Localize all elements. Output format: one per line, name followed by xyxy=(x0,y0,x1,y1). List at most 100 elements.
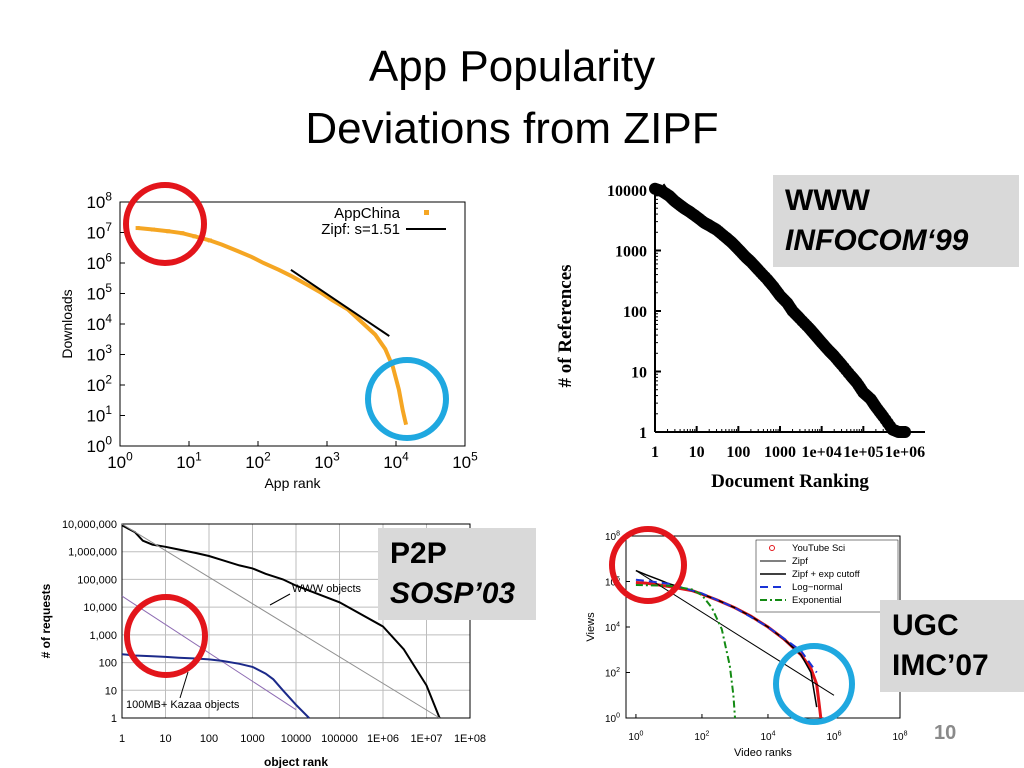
p2p-kazaa-series xyxy=(121,653,310,719)
ugc-y-axis-label: Views xyxy=(585,612,597,642)
p2p-y-tick-label: 100,000 xyxy=(77,574,117,586)
appchina-x-tick-label: 104 xyxy=(383,449,409,472)
p2p-label-line2: SOSP’03 xyxy=(390,577,516,610)
slide-title: App Popularity Deviations from ZIPF xyxy=(0,36,1024,160)
appchina-y-tick-label: 101 xyxy=(86,403,112,426)
ugc-legend-box xyxy=(755,539,899,613)
p2p-kazaa-zipf-line xyxy=(121,595,297,711)
www-x-tick-label: 1e+05 xyxy=(843,444,883,461)
appchina-data-point xyxy=(192,234,197,239)
appchina-data-point xyxy=(135,226,140,231)
p2p-y-tick-label: 10 xyxy=(105,685,117,697)
www-label-line1: WWW xyxy=(785,184,870,217)
appchina-x-tick-label: 103 xyxy=(314,449,340,472)
p2p-chart: 1 10 100 1,000 10,000 100,000 1,000,000 10,000,… xyxy=(39,519,486,768)
p2p-x-tick-label: 1 xyxy=(119,733,125,745)
ugc-legend-label: Log−normal xyxy=(792,582,842,593)
appchina-y-tick-label: 102 xyxy=(86,372,112,395)
slide-title-line2: Deviations from ZIPF xyxy=(305,104,719,153)
www-x-tick-label: 10 xyxy=(689,444,705,461)
p2p-www-zipf-line xyxy=(121,523,440,719)
p2p-y-tick-label: 1 xyxy=(111,713,117,725)
p2p-x-tick-label: 1E+08 xyxy=(454,733,486,745)
www-zipf-dashed-line xyxy=(662,183,679,207)
www-y-tick-label: 10 xyxy=(631,365,647,382)
ugc-y-tick-label: 102 xyxy=(605,667,620,680)
appchina-data-point xyxy=(166,229,171,234)
www-x-tick-label: 1e+04 xyxy=(802,444,842,461)
appchina-x-axis-label: App rank xyxy=(264,475,321,491)
p2p-x-tick-label: 1000 xyxy=(240,733,264,745)
appchina-y-tick-label: 106 xyxy=(86,250,112,273)
www-y-tick-label: 1000 xyxy=(615,244,647,261)
p2p-x-tick-label: 1E+07 xyxy=(410,733,442,745)
ugc-x-tick-label: 108 xyxy=(892,731,907,744)
ugc-y-tick-label: 104 xyxy=(605,622,620,635)
ugc-legend-label: YouTube Sci xyxy=(792,543,845,554)
ugc-y-tick-label: 108 xyxy=(605,531,620,544)
ugc-legend-label: Exponential xyxy=(792,595,842,606)
www-y-axis-label: # of References xyxy=(555,264,576,387)
appchina-y-tick-label: 108 xyxy=(86,189,112,212)
slide-number: 10 xyxy=(934,722,957,744)
appchina-y-tick-label: 100 xyxy=(86,433,112,456)
ugc-x-tick-label: 102 xyxy=(694,731,709,744)
p2p-x-tick-label: 100 xyxy=(200,733,218,745)
p2p-x-tick-label: 10 xyxy=(159,733,171,745)
p2p-plot-frame xyxy=(121,523,471,719)
p2p-y-tick-label: 10,000 xyxy=(83,602,117,614)
p2p-y-axis-label: # of requests xyxy=(39,583,53,658)
ugc-label-box: UGC IMC’07 xyxy=(880,600,1024,692)
p2p-x-axis-label: object rank xyxy=(264,755,328,768)
www-x-axis-label: Document Ranking xyxy=(711,471,869,492)
p2p-annotation-arrow xyxy=(179,671,189,699)
www-x-tick-label: 1e+06 xyxy=(885,444,925,461)
appchina-y-tick-label: 103 xyxy=(86,342,112,365)
www-label-box: WWW INFOCOM‘99 xyxy=(773,175,1019,267)
www-y-tick-label: 10000 xyxy=(607,183,647,200)
ugc-label-line2: IMC’07 xyxy=(892,649,989,682)
appchina-y-tick-label: 104 xyxy=(86,311,112,334)
p2p-x-tick-label: 100000 xyxy=(321,733,358,745)
p2p-x-tick-label: 10000 xyxy=(281,733,312,745)
appchina-x-tick-label: 105 xyxy=(452,449,478,472)
blue-highlight-circle xyxy=(365,357,449,441)
www-x-tick-label: 100 xyxy=(726,444,750,461)
slide-title-line1: App Popularity xyxy=(368,42,656,91)
p2p-y-tick-label: 1,000,000 xyxy=(68,547,117,559)
blue-highlight-circle xyxy=(773,643,855,725)
p2p-annotation-arrow xyxy=(269,593,291,606)
p2p-label-line1: P2P xyxy=(390,537,447,570)
red-highlight-circle xyxy=(124,594,208,678)
appchina-y-tick-label: 107 xyxy=(86,220,112,243)
appchina-legend-marker-0 xyxy=(424,210,429,215)
p2p-x-tick-label: 1E+06 xyxy=(367,733,399,745)
www-data-point xyxy=(899,426,911,438)
appchina-legend-label-0: AppChina xyxy=(334,205,401,222)
p2p-www-series xyxy=(121,524,441,719)
appchina-data-point xyxy=(150,227,155,232)
www-y-tick-label: 1 xyxy=(639,425,647,442)
ugc-label-line1: UGC xyxy=(892,609,959,642)
appchina-data-point xyxy=(207,238,212,243)
p2p-y-tick-label: 10,000,000 xyxy=(62,519,117,531)
ugc-legend-marker xyxy=(769,545,775,551)
appchina-x-tick-label: 100 xyxy=(107,449,133,472)
ugc-x-tick-label: 104 xyxy=(760,731,775,744)
appchina-legend-label-1: Zipf: s=1.51 xyxy=(321,221,400,238)
p2p-y-tick-label: 1,000 xyxy=(89,630,117,642)
www-x-tick-label: 1000 xyxy=(764,444,796,461)
appchina-y-tick-label: 105 xyxy=(86,281,112,304)
red-highlight-circle xyxy=(609,526,687,604)
ugc-legend-label: Zipf xyxy=(792,556,808,567)
ugc-x-axis-label: Video ranks xyxy=(734,747,792,759)
red-highlight-circle xyxy=(123,182,207,266)
appchina-data-point xyxy=(180,231,185,236)
appchina-zipf-line xyxy=(290,268,390,337)
p2p-annotation-kazaa: 100MB+ Kazaa objects xyxy=(126,699,240,711)
appchina-plot-frame xyxy=(119,201,466,447)
ugc-exponential-line xyxy=(635,584,736,719)
ugc-y-tick-label: 100 xyxy=(605,713,620,726)
appchina-x-tick-label: 102 xyxy=(245,449,271,472)
p2p-y-tick-label: 100 xyxy=(99,658,117,670)
